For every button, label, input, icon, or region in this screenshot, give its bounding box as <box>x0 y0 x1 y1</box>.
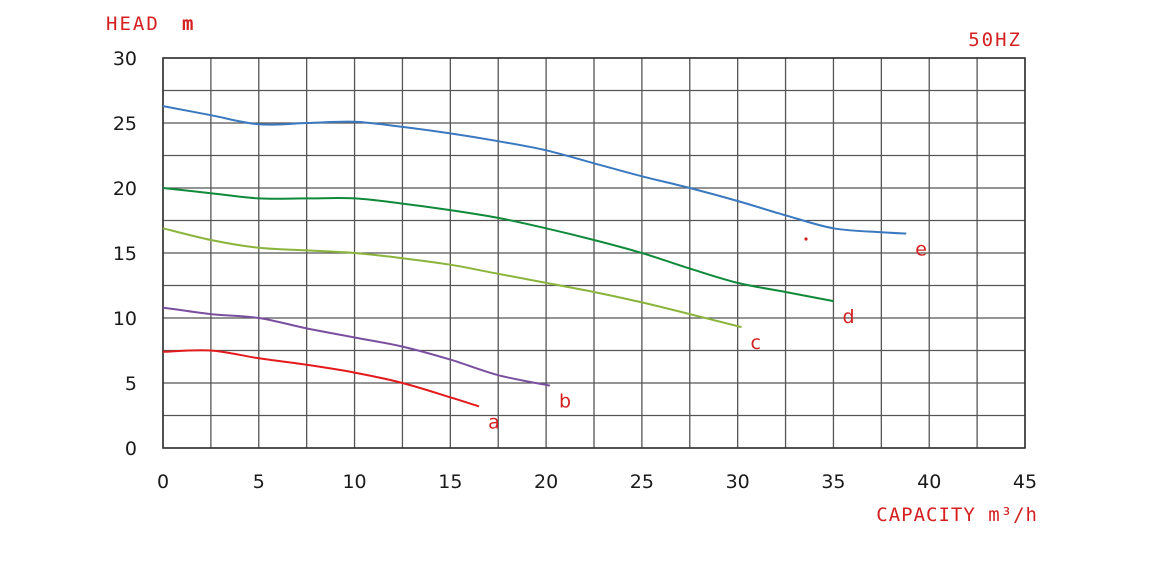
chart-grid <box>162 57 1026 449</box>
y-tick-label: 5 <box>125 373 137 395</box>
y-tick-label: 25 <box>113 113 137 135</box>
x-axis-label: CAPACITY m³/h <box>876 504 1038 526</box>
curve-c <box>162 227 742 329</box>
x-tick-label: 40 <box>917 471 941 493</box>
x-tick-label: 25 <box>630 471 654 493</box>
chart-curves <box>162 105 907 408</box>
x-tick-label: 35 <box>821 471 845 493</box>
plot-frame <box>162 57 1026 449</box>
curve-label-e: e <box>915 239 927 261</box>
y-tick-label: 20 <box>113 178 137 200</box>
curve-label-d: d <box>842 306 854 328</box>
stray-dot <box>804 237 808 241</box>
y-tick-label: 15 <box>113 243 137 265</box>
x-tick-label: 0 <box>157 471 169 493</box>
x-tick-label: 45 <box>1013 471 1037 493</box>
x-tick-label: 15 <box>438 471 462 493</box>
curve-a <box>162 349 480 408</box>
x-tick-label: 5 <box>253 471 265 493</box>
curve-label-a: a <box>488 411 500 433</box>
y-tick-label: 30 <box>113 48 137 70</box>
curve-label-c: c <box>750 332 760 354</box>
curve-b <box>162 306 551 387</box>
x-axis-ticks: 0 5 10 15 20 25 30 35 40 45 <box>157 471 1037 493</box>
curve-labels: a b c d e <box>488 239 927 434</box>
x-tick-label: 30 <box>726 471 750 493</box>
y-axis-label: HEAD <box>106 13 160 35</box>
y-axis-ticks: 0 5 10 15 20 25 30 <box>113 48 137 460</box>
y-axis-unit: m <box>182 13 193 35</box>
x-tick-label: 10 <box>342 471 366 493</box>
y-tick-label: 10 <box>113 308 137 330</box>
x-tick-label: 20 <box>534 471 558 493</box>
curve-d <box>162 187 834 303</box>
y-tick-label: 0 <box>125 438 137 460</box>
frequency-label: 50HZ <box>968 29 1022 51</box>
curve-e <box>162 105 907 235</box>
curve-label-b: b <box>559 391 571 413</box>
